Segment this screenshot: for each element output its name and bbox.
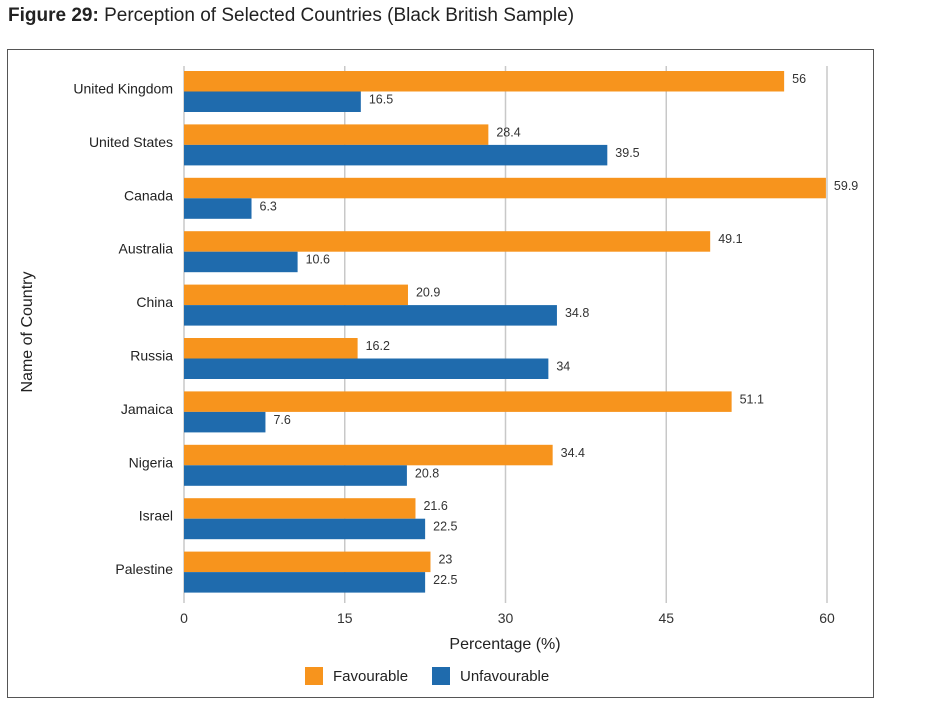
category-label-china: China <box>136 294 173 310</box>
bar-favourable-israel <box>184 498 416 519</box>
bar-unfavourable-australia <box>184 251 298 273</box>
data-label-favourable-united-states: 28.4 <box>496 125 520 139</box>
category-label-jamaica: Jamaica <box>121 401 173 417</box>
data-label-unfavourable-australia: 10.6 <box>306 253 330 267</box>
bar-favourable-russia <box>184 338 358 359</box>
bar-unfavourable-palestine <box>184 572 426 593</box>
chart-frame: 0 15 30 45 60 United Kingdom 56 16.5 United Stat… <box>7 49 874 698</box>
data-label-favourable-united-kingdom: 56 <box>792 72 806 86</box>
category-label-canada: Canada <box>124 187 173 203</box>
category-label-nigeria: Nigeria <box>129 454 174 470</box>
data-label-unfavourable-united-states: 39.5 <box>615 146 639 160</box>
data-label-favourable-israel: 21.6 <box>423 499 447 513</box>
bar-favourable-palestine <box>184 551 431 573</box>
legend-label-unfavourable: Unfavourable <box>460 668 549 685</box>
data-label-unfavourable-united-kingdom: 16.5 <box>369 93 393 107</box>
bar-unfavourable-russia <box>184 358 549 379</box>
bar-unfavourable-israel <box>184 518 426 540</box>
data-label-unfavourable-china: 34.8 <box>565 306 589 320</box>
x-tick-label: 15 <box>337 610 353 626</box>
category-label-palestine: Palestine <box>115 561 173 577</box>
data-label-favourable-russia: 16.2 <box>366 339 390 353</box>
data-label-favourable-australia: 49.1 <box>718 232 742 246</box>
figure-number: Figure 29: <box>8 5 99 26</box>
category-label-united-states: United States <box>89 134 173 150</box>
category-label-united-kingdom: United Kingdom <box>73 81 173 97</box>
data-label-favourable-canada: 59.9 <box>834 179 858 193</box>
bar-favourable-nigeria <box>184 444 553 466</box>
x-tick-label: 60 <box>819 610 835 626</box>
bar-favourable-canada <box>184 177 826 199</box>
figure-title: Figure 29: Perception of Selected Countr… <box>8 5 574 27</box>
data-label-unfavourable-israel: 22.5 <box>433 520 457 534</box>
data-label-unfavourable-canada: 6.3 <box>260 199 277 213</box>
data-label-favourable-china: 20.9 <box>416 286 440 300</box>
figure-caption: Perception of Selected Countries (Black … <box>104 5 575 26</box>
legend-swatch-unfavourable <box>432 667 450 685</box>
legend-label-favourable: Favourable <box>333 668 408 685</box>
x-tick-label: 0 <box>180 610 188 626</box>
category-label-russia: Russia <box>130 348 173 364</box>
bar-unfavourable-united-states <box>184 144 608 166</box>
bar-favourable-united-kingdom <box>184 71 785 92</box>
bar-favourable-australia <box>184 231 711 252</box>
bar-favourable-china <box>184 284 408 306</box>
x-axis-title: Percentage (%) <box>449 636 560 653</box>
data-label-unfavourable-palestine: 22.5 <box>433 573 457 587</box>
bar-unfavourable-china <box>184 305 557 326</box>
bar-unfavourable-canada <box>184 198 252 219</box>
data-label-unfavourable-jamaica: 7.6 <box>273 413 290 427</box>
category-label-australia: Australia <box>119 241 174 257</box>
bar-favourable-jamaica <box>184 391 732 412</box>
x-tick-label: 45 <box>658 610 674 626</box>
bar-chart: 0 15 30 45 60 United Kingdom 56 16.5 United Stat… <box>19 66 858 685</box>
data-label-unfavourable-russia: 34 <box>556 360 570 374</box>
legend-swatch-favourable <box>305 667 323 685</box>
x-tick-label: 30 <box>498 610 514 626</box>
data-label-favourable-palestine: 23 <box>438 553 452 567</box>
bar-unfavourable-united-kingdom <box>184 91 361 112</box>
data-label-unfavourable-nigeria: 20.8 <box>415 466 439 480</box>
bar-unfavourable-nigeria <box>184 465 407 486</box>
category-label-israel: Israel <box>139 508 173 524</box>
y-axis-title: Name of Country <box>19 272 36 393</box>
bar-unfavourable-jamaica <box>184 411 266 433</box>
data-label-favourable-jamaica: 51.1 <box>740 392 764 406</box>
data-label-favourable-nigeria: 34.4 <box>561 446 585 460</box>
bar-favourable-united-states <box>184 124 489 145</box>
